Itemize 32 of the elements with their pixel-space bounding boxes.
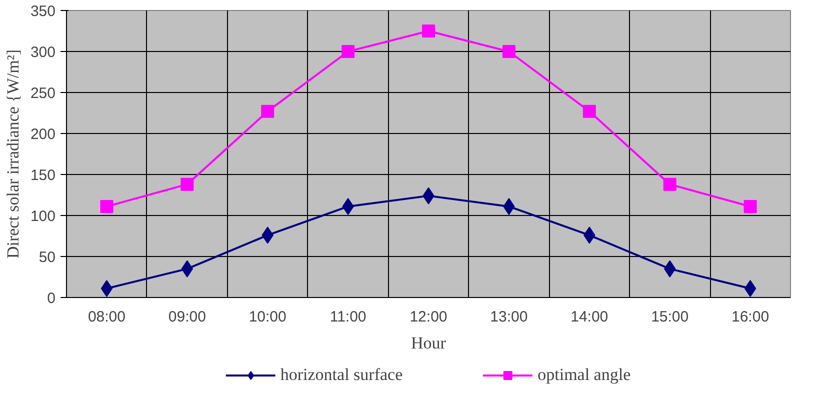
y-tick-label: 150 xyxy=(30,167,56,184)
y-tick-label: 250 xyxy=(30,85,56,102)
y-tick-label: 350 xyxy=(30,3,56,20)
point xyxy=(261,104,274,118)
point xyxy=(582,104,596,118)
point xyxy=(422,24,435,38)
point xyxy=(342,45,355,58)
x-tick-label: 15:00 xyxy=(651,308,689,326)
point xyxy=(100,200,114,213)
legend-label: optimal angle xyxy=(538,365,631,385)
point xyxy=(180,178,194,191)
x-tick-label: 16:00 xyxy=(732,308,770,326)
x-tick-label: 14:00 xyxy=(570,308,608,326)
point xyxy=(663,178,676,191)
y-axis-title: Direct solar irradiance {W/m²] xyxy=(3,49,22,259)
x-tick-label: 10:00 xyxy=(248,308,286,326)
point xyxy=(744,280,756,297)
point xyxy=(502,45,516,58)
y-tick-label: 50 xyxy=(38,249,56,266)
point xyxy=(100,280,113,297)
x-axis-title: Hour xyxy=(411,334,446,352)
point xyxy=(744,200,757,213)
x-tick-label: 13:00 xyxy=(490,308,528,326)
y-tick-label: 0 xyxy=(47,290,56,307)
y-tick-label: 200 xyxy=(30,126,56,143)
legend-label: horizontal surface xyxy=(280,365,403,385)
x-tick-label: 09:00 xyxy=(168,308,206,326)
y-tick-label: 100 xyxy=(30,208,56,225)
y-tick-label: 300 xyxy=(30,44,56,61)
x-tick-label: 11:00 xyxy=(330,308,366,326)
x-tick-label: 08:00 xyxy=(88,308,126,326)
x-tick-label: 12:00 xyxy=(410,308,448,326)
